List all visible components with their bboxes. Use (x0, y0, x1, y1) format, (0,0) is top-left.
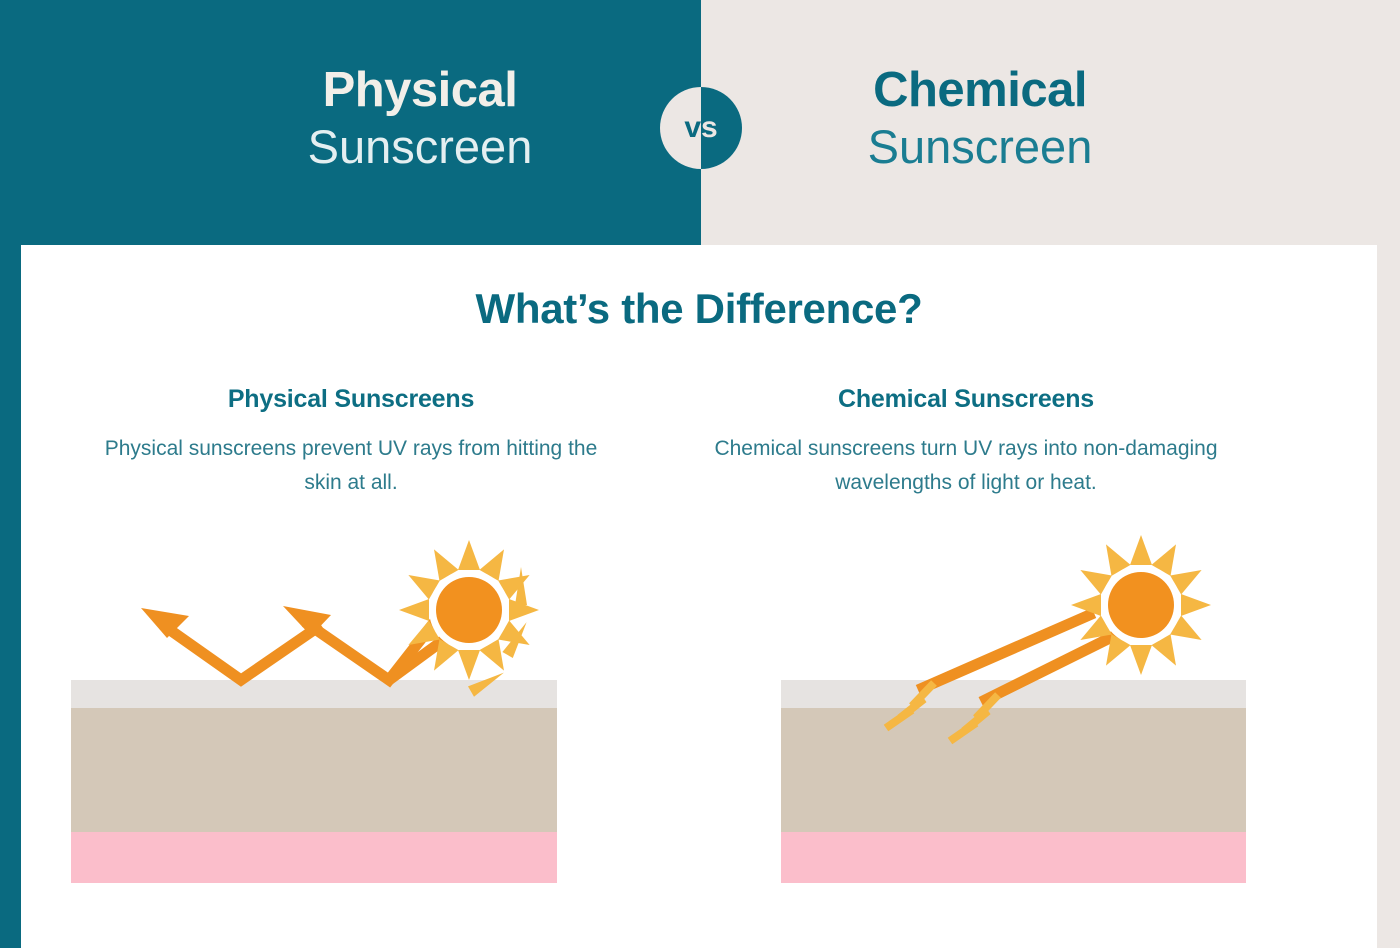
page-title: What’s the Difference? (475, 285, 923, 332)
sun-ray (458, 650, 480, 680)
skin-cross-section-right (781, 680, 1246, 883)
zigzag-wave-1 (883, 680, 937, 732)
sun-ray (1080, 570, 1112, 595)
skin-cross-section-left (71, 680, 557, 883)
sun-ray (399, 599, 429, 621)
header-title-chemical: Chemical Sunscreen (760, 63, 1200, 173)
left-accent-strip (0, 245, 21, 948)
skin-layer-dermis (71, 708, 557, 832)
uv-reflection-arrowheads (141, 606, 331, 638)
incoming-ray-path-1 (915, 607, 1097, 696)
versus-badge: vs vs (660, 87, 742, 169)
header-title-physical-light: Sunscreen (307, 120, 533, 173)
illustration-chemical-sunscreen (686, 520, 1246, 910)
illustration-physical-sunscreen (71, 520, 631, 910)
sun-disc-left (436, 577, 502, 643)
sun-ray (479, 639, 504, 671)
zigzag-wave-2 (947, 692, 1001, 745)
sun-ray (1130, 535, 1152, 565)
sun-right (1071, 535, 1211, 675)
sun-ray (458, 540, 480, 570)
sun-ray (408, 620, 440, 645)
sun-ray (1170, 615, 1202, 640)
sun-ray (509, 599, 539, 621)
column-physical-body: Physical sunscreens prevent UV rays from… (104, 437, 598, 495)
sun-ray (1106, 634, 1131, 666)
arrowhead-left-inner (283, 606, 331, 636)
sun-ray (1181, 594, 1211, 616)
sun-ray (479, 549, 504, 581)
header-title-chemical-strong: Chemical (873, 63, 1087, 117)
sun-ray-group-right (1071, 535, 1211, 675)
physical-sunscreen-diagram (71, 540, 557, 883)
skin-layer-subcutaneous (71, 832, 557, 883)
content-card: What’s the Difference? Physical Sunscree… (21, 245, 1377, 948)
sun-ray (434, 549, 459, 581)
header-title-physical: Physical Sunscreen (200, 63, 640, 173)
skin-layer-dermis (781, 708, 1246, 832)
sun-ray (1170, 570, 1202, 595)
sun-ray (1151, 544, 1176, 576)
header-title-chemical-light: Sunscreen (867, 120, 1093, 173)
sun-ray (408, 575, 440, 600)
header-left-panel (0, 0, 701, 245)
sun-left (399, 540, 539, 680)
sun-ray (1106, 544, 1131, 576)
header-title-physical-strong: Physical (322, 63, 518, 117)
skin-layer-subcutaneous (781, 832, 1246, 883)
right-background-gutter (1377, 245, 1400, 948)
column-physical: Physical Sunscreens Physical sunscreens … (71, 385, 631, 500)
sun-ray (1071, 594, 1101, 616)
sun-disc-right (1108, 572, 1174, 638)
versus-badge-right-label: vs (701, 111, 718, 144)
sun-ray (434, 639, 459, 671)
sun-ray (1130, 645, 1152, 675)
column-chemical: Chemical Sunscreens Chemical sunscreens … (686, 385, 1246, 500)
sun-ray (498, 575, 530, 600)
reflected-ray-path-2 (301, 616, 441, 688)
sun-ray (1151, 634, 1176, 666)
incoming-uv-rays-right (915, 607, 1129, 707)
column-chemical-heading: Chemical Sunscreens (837, 385, 1095, 413)
sun-ray (498, 620, 530, 645)
reflected-ray-path-1 (159, 620, 325, 687)
sun-ray-group-left (399, 540, 539, 680)
versus-badge-left-label: vs (684, 111, 701, 144)
header-right-panel (701, 0, 1400, 245)
sun-ray (1080, 615, 1112, 640)
column-chemical-body: Chemical sunscreens turn UV rays into no… (714, 437, 1218, 495)
chemical-sunscreen-diagram (781, 535, 1246, 883)
versus-badge-left-half: vs (660, 87, 701, 169)
arrowhead-left-outer (141, 608, 189, 638)
versus-badge-right-half: vs (701, 87, 742, 169)
incoming-ray-path-2 (978, 625, 1129, 707)
column-physical-heading: Physical Sunscreens (227, 385, 475, 413)
converted-energy-zigzags (883, 680, 1001, 745)
